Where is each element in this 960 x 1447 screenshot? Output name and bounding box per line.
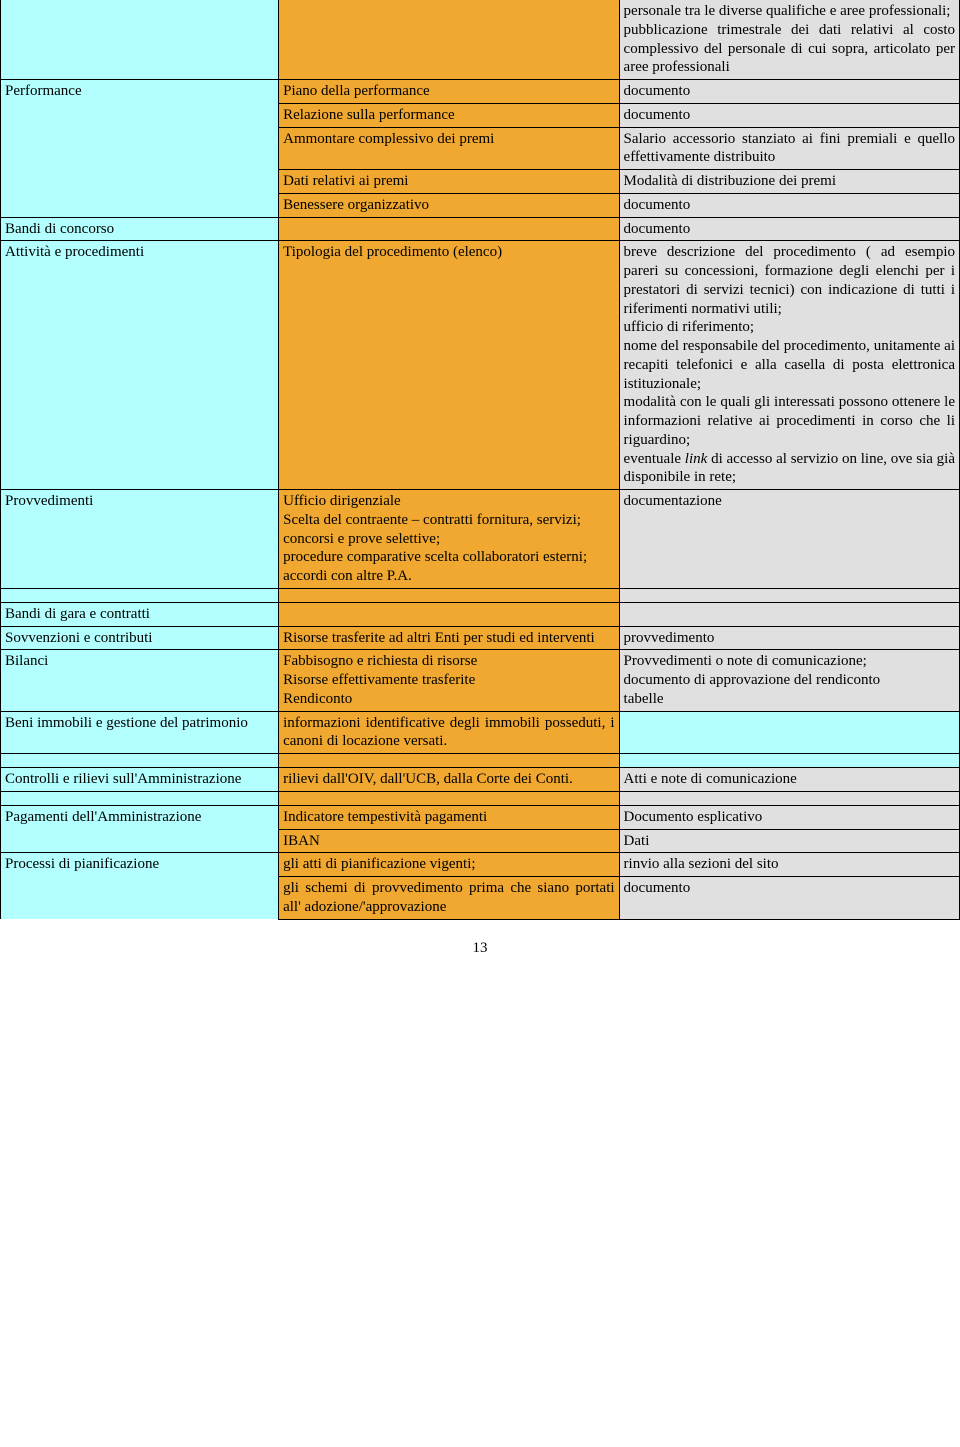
cell (619, 602, 959, 626)
table-row: Controlli e rilievi sull'Amministrazione… (1, 768, 960, 792)
table-row: Sovvenzioni e contributi Risorse trasfer… (1, 626, 960, 650)
cell: documento (619, 80, 959, 104)
cell: documento (619, 217, 959, 241)
table-row: Bilanci Fabbisogno e richiesta di risors… (1, 650, 960, 711)
table-row (1, 754, 960, 768)
table-row: Bandi di gara e contratti (1, 602, 960, 626)
table-row (1, 588, 960, 602)
cell: Risorse trasferite ad altri Enti per stu… (279, 626, 619, 650)
cell: personale tra le diverse qualifiche e ar… (619, 0, 959, 80)
cell-performance: Performance (1, 80, 279, 218)
table-row: Pagamenti dell'Amministrazione Indicator… (1, 805, 960, 829)
cell (279, 0, 619, 80)
cell: Fabbisogno e richiesta di risorseRisorse… (279, 650, 619, 711)
cell (279, 602, 619, 626)
cell: IBAN (279, 829, 619, 853)
cell: rilievi dall'OIV, dall'UCB, dalla Corte … (279, 768, 619, 792)
cell: Indicatore tempestività pagamenti (279, 805, 619, 829)
cell: gli atti di pianificazione vigenti; (279, 853, 619, 877)
cell (279, 588, 619, 602)
cell: Controlli e rilievi sull'Amministrazione (1, 768, 279, 792)
cell (1, 0, 279, 80)
table-row: Beni immobili e gestione del patrimonio … (1, 711, 960, 754)
cell: Modalità di distribuzione dei premi (619, 170, 959, 194)
cell: documento (619, 877, 959, 920)
cell (619, 754, 959, 768)
page-number: 13 (0, 940, 960, 957)
cell (1, 791, 279, 805)
cell (619, 711, 959, 754)
cell: Pagamenti dell'Amministrazione (1, 805, 279, 853)
cell: provvedimento (619, 626, 959, 650)
table-row: Provvedimenti Ufficio dirigenzialeScelta… (1, 490, 960, 589)
table-row: Bandi di concorso documento (1, 217, 960, 241)
cell (1, 754, 279, 768)
cell: Provvedimenti o note di comunicazione;do… (619, 650, 959, 711)
cell: Documento esplicativo (619, 805, 959, 829)
cell (279, 217, 619, 241)
cell: Dati (619, 829, 959, 853)
cell: Bilanci (1, 650, 279, 711)
cell: documento (619, 103, 959, 127)
cell: Atti e note di comunicazione (619, 768, 959, 792)
cell: Bandi di gara e contratti (1, 602, 279, 626)
cell: Dati relativi ai premi (279, 170, 619, 194)
cell: Tipologia del procedimento (elenco) (279, 241, 619, 490)
table-row: Performance Piano della performance docu… (1, 80, 960, 104)
cell (619, 588, 959, 602)
cell: informazioni identificative degli immobi… (279, 711, 619, 754)
cell: documento (619, 193, 959, 217)
table-row: personale tra le diverse qualifiche e ar… (1, 0, 960, 80)
cell: Salario accessorio stanziato ai fini pre… (619, 127, 959, 170)
cell: Provvedimenti (1, 490, 279, 589)
cell (279, 791, 619, 805)
table-row: Attività e procedimenti Tipologia del pr… (1, 241, 960, 490)
cell: Beni immobili e gestione del patrimonio (1, 711, 279, 754)
cell: Processi di pianificazione (1, 853, 279, 919)
cell: Bandi di concorso (1, 217, 279, 241)
cell (1, 588, 279, 602)
cell: rinvio alla sezioni del sito (619, 853, 959, 877)
cell: Piano della performance (279, 80, 619, 104)
cell: Attività e procedimenti (1, 241, 279, 490)
cell (619, 791, 959, 805)
cell: documentazione (619, 490, 959, 589)
cell: Relazione sulla performance (279, 103, 619, 127)
cell: breve descrizione del procedimento ( ad … (619, 241, 959, 490)
cell: gli schemi di provvedimento prima che si… (279, 877, 619, 920)
cell: Ufficio dirigenzialeScelta del contraent… (279, 490, 619, 589)
main-table: personale tra le diverse qualifiche e ar… (0, 0, 960, 920)
table-row: Processi di pianificazione gli atti di p… (1, 853, 960, 877)
cell: Sovvenzioni e contributi (1, 626, 279, 650)
cell: Benessere organizzativo (279, 193, 619, 217)
table-row (1, 791, 960, 805)
cell (279, 754, 619, 768)
cell: Ammontare complessivo dei premi (279, 127, 619, 170)
